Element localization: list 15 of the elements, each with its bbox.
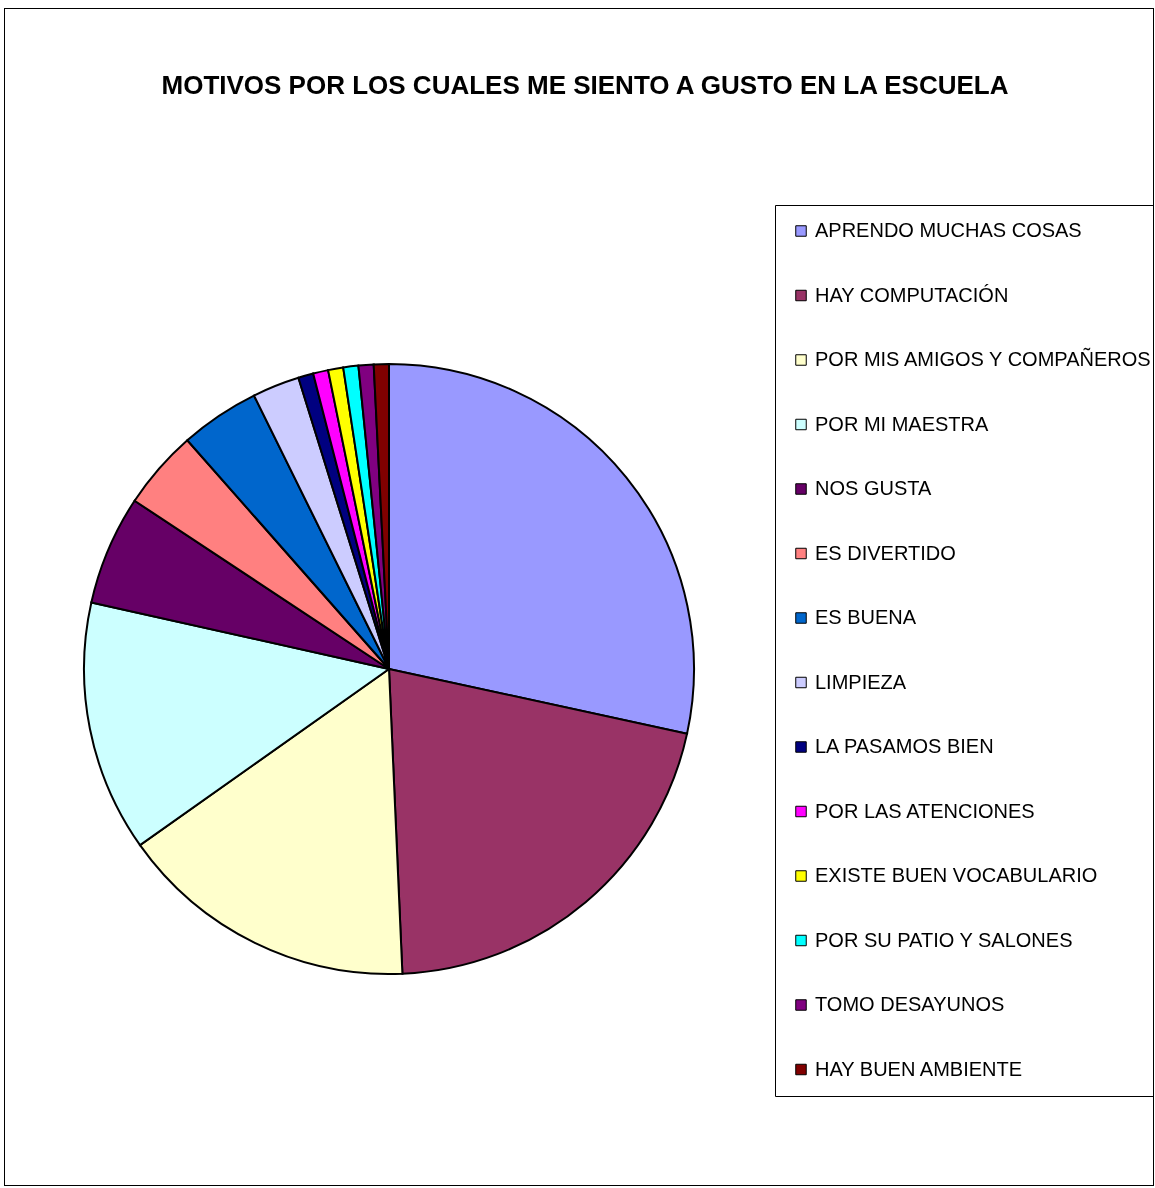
legend-label: NOS GUSTA bbox=[815, 477, 932, 499]
legend-label: APRENDO MUCHAS COSAS bbox=[815, 219, 1082, 241]
legend-label: POR MIS AMIGOS Y COMPAÑEROS bbox=[815, 347, 1151, 370]
legend-label: LA PASAMOS BIEN bbox=[815, 735, 994, 757]
legend-label: TOMO DESAYUNOS bbox=[815, 993, 1005, 1015]
legend-label: ES BUENA bbox=[815, 606, 917, 628]
legend-label: POR SU PATIO Y SALONES bbox=[815, 928, 1073, 951]
legend-label: POR LAS ATENCIONES bbox=[815, 799, 1035, 822]
legend-label: HAY COMPUTACIÓN bbox=[815, 283, 1009, 306]
chart-title: MOTIVOS POR LOS CUALES ME SIENTO A GUSTO EN LA ESCUELA bbox=[161, 70, 1009, 100]
legend-label: LIMPIEZA bbox=[815, 670, 907, 693]
legend-label: EXISTE BUEN VOCABULARIO bbox=[815, 864, 1098, 886]
legend-label: ES DIVERTIDO bbox=[815, 541, 956, 564]
legend-label: POR MI MAESTRA bbox=[815, 412, 990, 435]
legend-label: HAY BUEN AMBIENTE bbox=[815, 1057, 1023, 1080]
